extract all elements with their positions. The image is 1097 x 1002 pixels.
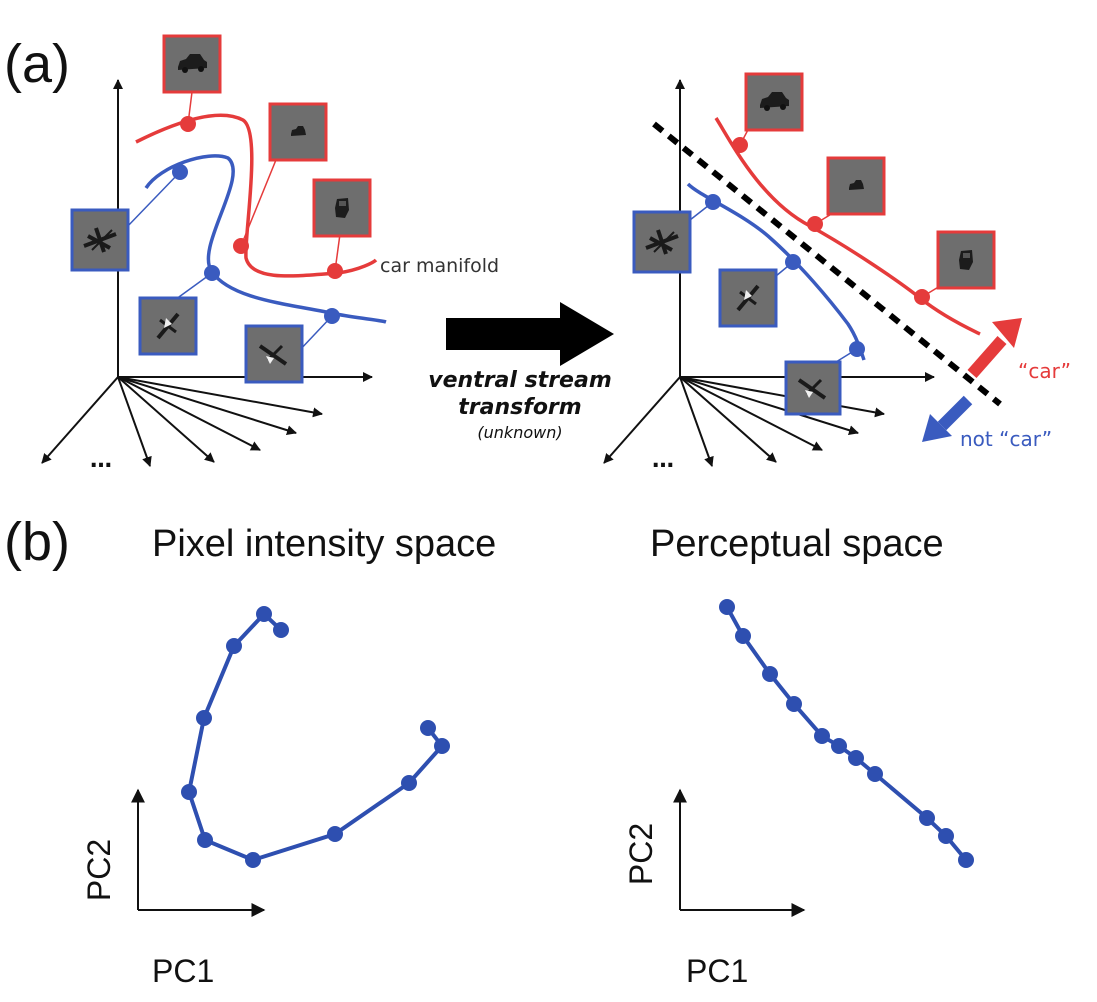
pixel-space-xlabel: PC1 — [152, 953, 214, 989]
perceptual-space-point — [735, 628, 751, 644]
pixel-space-point — [434, 738, 450, 754]
perceptual-space-point — [831, 738, 847, 754]
decision-boundary — [652, 121, 1002, 407]
car-thumbnail — [826, 156, 886, 216]
panel-a-left-axes — [41, 79, 373, 467]
perceptual-space-point — [867, 766, 883, 782]
pixel-space-point — [226, 638, 242, 654]
panel-b-label: (b) — [4, 512, 70, 572]
pixel-space-point — [196, 710, 212, 726]
perceptual-space-point — [958, 852, 974, 868]
perceptual-space-point — [786, 696, 802, 712]
not-car-direction-arrow — [922, 395, 973, 442]
car-class-label: “car” — [1018, 359, 1071, 383]
plane-thumbnail — [632, 210, 692, 274]
transform-label-line1: ventral stream — [428, 368, 612, 393]
plane-thumbnail — [138, 296, 198, 356]
plane-thumbnail — [784, 360, 842, 416]
car-manifold-label: car manifold — [380, 255, 499, 277]
pixel-space-point — [245, 852, 261, 868]
perceptual-space-title: Perceptual space — [650, 523, 944, 565]
car-thumbnail — [312, 178, 372, 238]
panel-a-label: (a) — [4, 34, 70, 94]
plane-thumbnail — [70, 208, 130, 272]
car-direction-arrow — [967, 318, 1022, 378]
pixel-space-points — [181, 606, 450, 868]
perceptual-space-points — [719, 599, 974, 868]
plane-thumbnail — [244, 324, 304, 384]
pixel-space-point — [197, 832, 213, 848]
perceptual-space-ylabel: PC2 — [623, 823, 659, 885]
car-manifold-curve-right — [714, 117, 981, 336]
pixel-space-ylabel: PC2 — [81, 839, 117, 901]
pixel-space-point — [327, 826, 343, 842]
car-thumbnail — [936, 230, 996, 290]
perceptual-space-point — [762, 666, 778, 682]
plane-manifold-curve-right — [686, 182, 866, 361]
pixel-space-point — [401, 775, 417, 791]
manifold-points-right — [705, 137, 930, 357]
perceptual-space-point — [848, 750, 864, 766]
transform-label-line2: transform — [458, 395, 581, 420]
plane-thumbnail — [718, 268, 778, 328]
perceptual-space-axes — [673, 788, 806, 917]
perceptual-space-point — [814, 728, 830, 744]
car-thumbnail — [744, 72, 804, 132]
pixel-space-trajectory — [186, 611, 445, 863]
car-thumbnail — [268, 102, 328, 162]
perceptual-space-point — [919, 810, 935, 826]
perceptual-space-xlabel: PC1 — [686, 953, 748, 989]
pixel-space-point — [181, 784, 197, 800]
pixel-space-point — [420, 720, 436, 736]
perceptual-space-point — [719, 599, 735, 615]
pixel-space-point — [273, 622, 289, 638]
transform-sublabel: (unknown) — [477, 423, 562, 442]
car-thumbnail — [162, 34, 222, 94]
transform-arrow — [446, 302, 614, 366]
more-dimensions-right: … — [652, 448, 674, 473]
pixel-space-axes — [131, 788, 266, 917]
perceptual-space-point — [938, 828, 954, 844]
manifold-points-left — [172, 116, 343, 324]
pixel-space-point — [256, 606, 272, 622]
pixel-space-title: Pixel intensity space — [152, 523, 496, 565]
not-car-class-label: not “car” — [960, 427, 1052, 451]
more-dimensions-left: … — [90, 448, 112, 473]
